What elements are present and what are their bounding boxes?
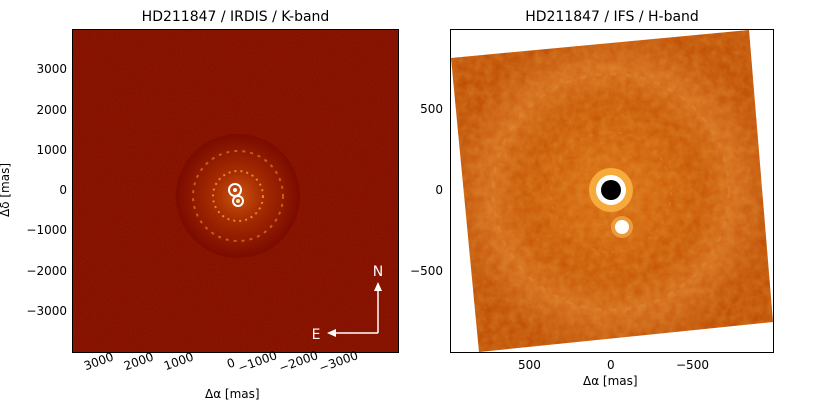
left-y-tick-3000: 3000 (36, 62, 67, 76)
right-x-tick-minus500: −500 (676, 358, 709, 372)
irdis-image: N E (73, 30, 398, 352)
left-y-tick-minus3000: −3000 (26, 304, 67, 318)
right-panel-title: HD211847 / IFS / H-band (525, 9, 699, 25)
left-y-tick-1000: 1000 (36, 143, 67, 157)
left-panel-title: HD211847 / IRDIS / K-band (141, 9, 330, 25)
left-y-tick-2000: 2000 (36, 103, 67, 117)
right-x-tick-0: 0 (607, 358, 615, 372)
left-x-axis-label: Δα [mas] (205, 387, 260, 401)
irdis-star-core (233, 188, 237, 192)
ifs-speckle-ring (491, 72, 731, 312)
irdis-companion-core (236, 199, 240, 203)
east-label: E (312, 327, 321, 343)
right-y-tick-minus500: −500 (410, 264, 443, 278)
left-x-tick-3000: 3000 (82, 349, 116, 374)
left-y-tick-minus1000: −1000 (26, 223, 67, 237)
left-y-axis-label: Δδ [mas] (0, 162, 13, 218)
irdis-companion (232, 195, 244, 207)
irdis-inner-ring (212, 170, 264, 222)
north-label: N (373, 264, 383, 280)
left-y-tick-minus2000: −2000 (26, 264, 67, 278)
right-y-tick-0: 0 (435, 183, 443, 197)
ifs-star-core (601, 180, 621, 200)
left-x-tick-1000: 1000 (162, 349, 196, 374)
left-x-tick-2000: 2000 (122, 349, 156, 374)
right-image-panel (450, 29, 774, 353)
east-arrow-head (327, 329, 336, 337)
right-x-tick-500: 500 (518, 358, 541, 372)
right-x-axis-label: Δα [mas] (583, 374, 638, 388)
irdis-speckle-ring (192, 150, 284, 242)
left-x-tick-0: 0 (225, 355, 237, 372)
left-image-panel: N E (72, 29, 399, 353)
north-arrow-head (374, 282, 382, 291)
ifs-inner-ring (550, 131, 672, 253)
right-y-tick-500: 500 (420, 102, 443, 116)
left-y-tick-0: 0 (59, 183, 67, 197)
ifs-companion (615, 220, 629, 234)
ifs-image (451, 30, 773, 352)
